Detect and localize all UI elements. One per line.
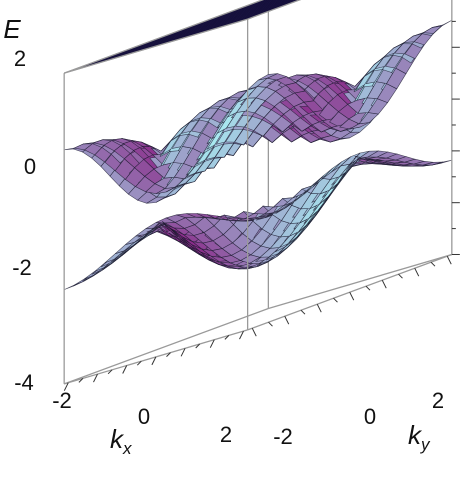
tick-mark — [136, 360, 142, 366]
upper-band-patch — [432, 20, 452, 28]
box-edge — [63, 329, 248, 385]
tick-mark — [316, 303, 322, 313]
tick-mark — [122, 365, 128, 374]
kx-tick-label: 2 — [220, 422, 232, 447]
tick-mark — [268, 321, 273, 327]
flat-band-mesh-line — [216, 0, 294, 29]
tick-mark — [430, 261, 436, 267]
flat-band-mesh-line — [191, 0, 281, 27]
tick-mark — [209, 339, 215, 348]
flat-band-mesh-line — [149, 0, 292, 42]
kx-tick-label: -2 — [52, 388, 72, 413]
tick-mark — [180, 348, 186, 357]
z-tick-label: 2 — [14, 46, 26, 71]
z-tick-label: -4 — [14, 370, 34, 395]
tick-mark — [446, 255, 452, 265]
flat-band-mesh-line — [217, 0, 275, 17]
kx-axis-label: kx — [110, 424, 132, 458]
flat-band-mesh-line — [140, 0, 294, 46]
box-edge — [63, 18, 248, 74]
flat-band-mesh-line — [232, 0, 297, 24]
lower-band-patch — [432, 159, 452, 166]
kx-tick-label: 0 — [138, 404, 150, 429]
box-edge — [63, 307, 269, 385]
tick-mark — [63, 382, 69, 391]
tick-mark — [107, 369, 113, 375]
z-tick-label: -2 — [12, 255, 32, 280]
box-edge — [63, 0, 265, 74]
flat-band-mesh-line — [125, 0, 276, 56]
flat-band-mesh-line — [132, 0, 277, 54]
tick-mark — [349, 291, 355, 301]
ky-axis-label-base: k — [408, 420, 423, 450]
ky-tick-label: -2 — [273, 424, 293, 449]
flat-band-mesh-line — [157, 0, 290, 39]
flat-band-mesh-line — [224, 0, 296, 27]
flat-band-mesh-line — [89, 9, 274, 64]
band-surfaces — [64, 0, 452, 290]
box-edge — [247, 0, 302, 20]
ky-axis-label-subscript: y — [420, 435, 431, 454]
ky-tick-label: 0 — [364, 404, 376, 429]
tick-mark — [251, 327, 257, 337]
flat-band-mesh-line — [81, 12, 265, 68]
tick-mark — [398, 273, 403, 279]
tick-mark — [284, 315, 290, 325]
box-edge — [268, 253, 453, 310]
kx-axis-label-subscript: x — [122, 439, 132, 458]
z-tick-label: 0 — [24, 154, 36, 179]
tick-mark — [93, 373, 98, 383]
z-axis-label: E — [3, 14, 21, 44]
tick-mark — [224, 335, 230, 340]
tick-mark — [381, 279, 387, 289]
flat-band-mesh-line — [225, 0, 273, 14]
ky-tick-label: 2 — [432, 388, 444, 413]
axis-ticks — [63, 20, 460, 391]
tick-mark — [151, 356, 157, 366]
tick-mark — [333, 297, 338, 303]
tick-mark — [414, 267, 420, 277]
tick-mark — [365, 285, 371, 291]
kx-axis-label-base: k — [110, 424, 125, 454]
flat-band-mesh-line — [208, 0, 277, 20]
tick-mark — [78, 378, 84, 383]
tick-mark — [239, 330, 244, 340]
tick-mark — [166, 352, 171, 357]
tick-mark — [300, 309, 306, 315]
ky-axis-label: ky — [408, 420, 431, 454]
tick-mark — [195, 343, 201, 349]
flat-band-mesh-line — [200, 0, 279, 24]
